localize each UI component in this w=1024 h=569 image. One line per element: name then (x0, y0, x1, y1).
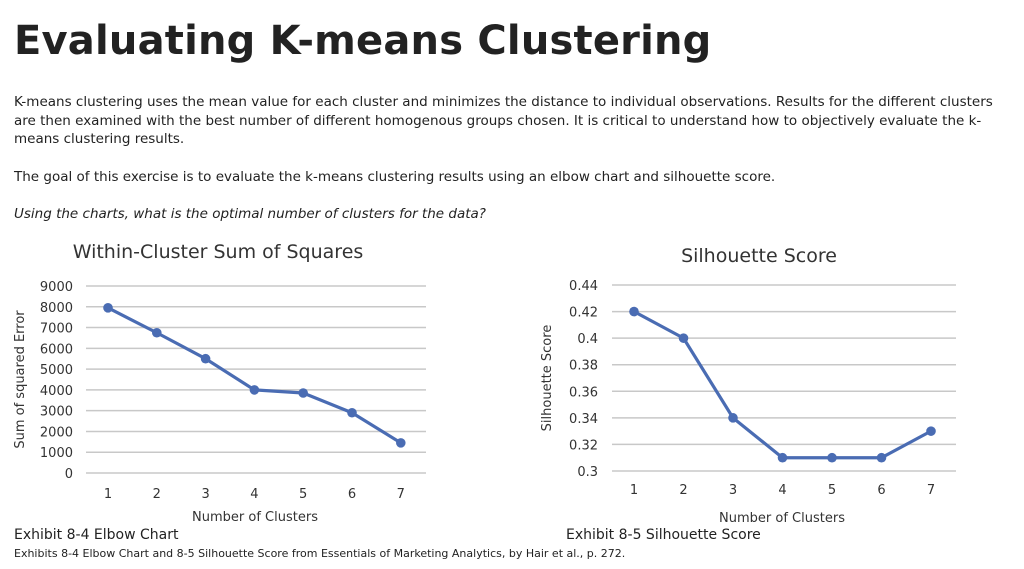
elbow-x-tick-label: 4 (250, 487, 258, 502)
silhouette-y-tick-label: 0.38 (569, 359, 598, 374)
silhouette-y-tick-label: 0.44 (569, 279, 598, 294)
elbow-data-point (347, 407, 357, 418)
elbow-y-tick-label: 5000 (40, 363, 73, 378)
silhouette-y-tick-label: 0.4 (577, 332, 598, 347)
page-title: Evaluating K-means Clustering (14, 18, 712, 64)
elbow-y-tick-label: 3000 (40, 405, 73, 420)
silhouette-data-point (876, 452, 887, 463)
silhouette-chart-caption: Exhibit 8-5 Silhouette Score (566, 527, 761, 543)
silhouette-x-tick-label: 5 (828, 483, 836, 498)
silhouette-title: Silhouette Score (681, 245, 837, 267)
elbow-chart-caption: Exhibit 8-4 Elbow Chart (14, 527, 179, 543)
question-text: Using the charts, what is the optimal nu… (14, 206, 486, 222)
goal-paragraph: The goal of this exercise is to evaluate… (14, 169, 776, 185)
silhouette-series-line (633, 310, 932, 460)
elbow-x-tick-label: 2 (153, 487, 161, 502)
silhouette-data-point (827, 452, 837, 463)
silhouette-y-tick-label: 0.32 (569, 438, 598, 453)
elbow-y-tick-label: 6000 (40, 342, 73, 357)
elbow-y-tick-label: 9000 (40, 280, 73, 295)
elbow-x-tick-label: 3 (201, 487, 209, 502)
silhouette-data-point (926, 426, 936, 436)
silhouette-x-tick-label: 7 (927, 483, 935, 498)
elbow-data-point (249, 385, 260, 395)
silhouette-y-tick-label: 0.36 (569, 385, 598, 400)
elbow-data-point (200, 353, 211, 364)
intro-paragraph: K-means clustering uses the mean value f… (14, 94, 993, 147)
elbow-y-tick-label: 1000 (40, 446, 73, 461)
elbow-y-tick-label: 4000 (40, 384, 73, 399)
elbow-x-axis-title: Number of Clusters (192, 510, 318, 525)
silhouette-y-axis-title: Silhouette Score (540, 325, 555, 432)
silhouette-data-point (777, 452, 788, 463)
elbow-y-tick-label: 8000 (40, 301, 73, 316)
elbow-data-point (396, 438, 406, 448)
elbow-title: Within-Cluster Sum of Squares (73, 241, 364, 263)
silhouette-x-tick-label: 3 (729, 483, 737, 498)
silhouette-x-tick-label: 2 (679, 483, 687, 498)
source-citation: Exhibits 8-4 Elbow Chart and 8-5 Silhoue… (14, 547, 626, 560)
elbow-x-tick-label: 7 (397, 487, 405, 502)
elbow-x-tick-label: 6 (348, 487, 356, 502)
elbow-y-axis-title: Sum of squared Error (13, 310, 28, 449)
silhouette-x-tick-label: 4 (778, 483, 786, 498)
elbow-data-point (103, 303, 113, 313)
silhouette-data-point (678, 333, 689, 343)
elbow-y-tick-label: 0 (65, 467, 73, 482)
silhouette-x-axis-title: Number of Clusters (719, 511, 845, 526)
elbow-data-point (152, 327, 162, 338)
silhouette-y-tick-label: 0.3 (577, 465, 598, 480)
silhouette-x-tick-label: 1 (630, 483, 638, 498)
silhouette-x-tick-label: 6 (877, 483, 885, 498)
elbow-y-tick-label: 7000 (40, 322, 73, 337)
elbow-y-tick-label: 2000 (40, 425, 73, 440)
silhouette-y-tick-label: 0.34 (569, 412, 598, 427)
elbow-x-tick-label: 5 (299, 487, 307, 502)
silhouette-y-tick-label: 0.42 (569, 306, 598, 321)
silhouette-data-point (728, 413, 738, 423)
elbow-x-tick-label: 1 (104, 487, 112, 502)
elbow-data-point (298, 388, 309, 398)
silhouette-data-point (629, 306, 639, 317)
